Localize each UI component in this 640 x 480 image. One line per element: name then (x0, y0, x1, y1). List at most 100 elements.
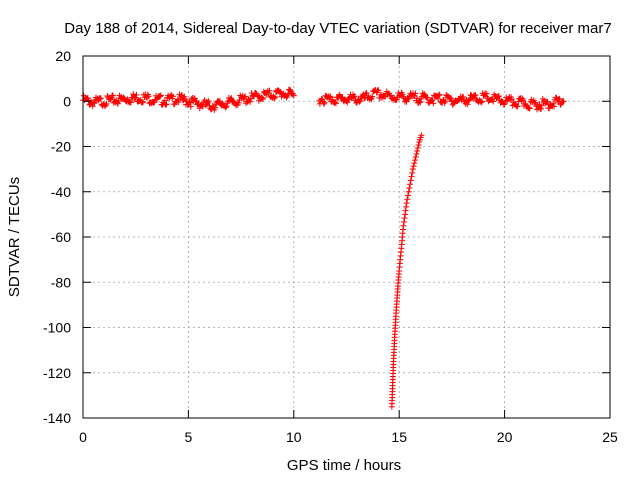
data-point (405, 188, 412, 195)
data-point (247, 98, 254, 105)
y-tick-label: -60 (51, 229, 71, 245)
data-point (193, 97, 200, 104)
plot-frame (82, 55, 611, 419)
data-point (91, 100, 98, 107)
data-point (326, 94, 333, 101)
data-point (196, 105, 203, 112)
data-point (109, 92, 116, 99)
x-tick-label: 10 (286, 429, 302, 445)
data-point (414, 145, 421, 152)
data-point (139, 99, 146, 106)
data-point (286, 86, 293, 93)
data-point (410, 163, 417, 170)
data-point (287, 87, 294, 94)
data-point (205, 98, 212, 105)
data-point (495, 93, 502, 100)
data-point (145, 93, 152, 100)
data-point (242, 93, 249, 100)
data-point (417, 99, 424, 106)
data-point (490, 98, 497, 105)
data-point (551, 103, 558, 110)
data-point (102, 102, 109, 109)
data-point (290, 92, 297, 99)
data-point (132, 94, 139, 101)
data-point (414, 148, 421, 155)
data-point (538, 105, 545, 112)
x-tick-label: 0 (79, 429, 87, 445)
data-point (472, 92, 479, 99)
data-point (556, 95, 563, 102)
data-point (133, 91, 140, 98)
data-point (356, 98, 363, 105)
data-point (350, 93, 357, 100)
data-point (139, 98, 146, 105)
data-point (483, 90, 490, 97)
chart-title: Day 188 of 2014, Sidereal Day-to-day VTE… (64, 20, 611, 37)
data-point (465, 97, 472, 104)
data-point (259, 95, 266, 102)
y-tick-label: -80 (51, 274, 71, 290)
data-point (375, 87, 382, 94)
data-point (464, 101, 471, 108)
data-point (374, 87, 381, 94)
data-point (89, 103, 96, 110)
data-point (351, 93, 358, 100)
data-point (538, 102, 545, 109)
data-point (525, 104, 532, 111)
data-point (560, 98, 567, 105)
data-point (531, 100, 538, 107)
x-tick-label: 25 (602, 429, 618, 445)
data-point (406, 184, 413, 191)
data-point (115, 98, 122, 105)
data-point (332, 100, 339, 107)
data-point (514, 103, 521, 110)
data-point (369, 93, 376, 100)
x-tick-label: 5 (185, 429, 193, 445)
data-point (175, 99, 182, 106)
data-point (430, 100, 437, 107)
data-point (127, 99, 134, 106)
data-point (217, 98, 224, 105)
x-tick-label: 20 (497, 429, 513, 445)
data-point (169, 93, 176, 100)
data-point (400, 218, 407, 225)
data-point (508, 96, 515, 103)
data-point (415, 141, 422, 148)
data-point (357, 97, 364, 104)
data-point (363, 90, 370, 97)
data-point (382, 93, 389, 100)
data-point (157, 92, 164, 99)
y-tick-labels: -140 -120 -100 -80 -60 -40 -20 0 20 (43, 48, 71, 426)
data-point (327, 93, 334, 100)
data-point (97, 95, 104, 102)
data-point (407, 181, 414, 188)
data-point (241, 94, 248, 101)
data-point (411, 160, 418, 167)
axis-ticks (82, 55, 611, 419)
data-point (550, 100, 557, 107)
data-point (271, 95, 278, 102)
data-point (424, 94, 431, 101)
data-point (127, 98, 134, 105)
data-point (412, 90, 419, 97)
data-point (223, 103, 230, 110)
data-point (362, 90, 369, 97)
data-point (259, 96, 266, 103)
data-point (97, 95, 104, 102)
grid-lines (83, 56, 610, 418)
data-point (103, 100, 110, 107)
data-point (404, 192, 411, 199)
data-point (212, 104, 219, 111)
y-axis-label: SDTVAR / TECUs (6, 177, 23, 297)
data-point (187, 103, 194, 110)
data-point (344, 99, 351, 106)
data-point (436, 91, 443, 98)
data-point (413, 151, 420, 158)
y-tick-label: -40 (51, 184, 71, 200)
data-point (163, 101, 170, 108)
y-tick-label: -120 (43, 365, 71, 381)
data-point (544, 98, 551, 105)
data-point (228, 95, 235, 102)
data-point (412, 154, 419, 161)
